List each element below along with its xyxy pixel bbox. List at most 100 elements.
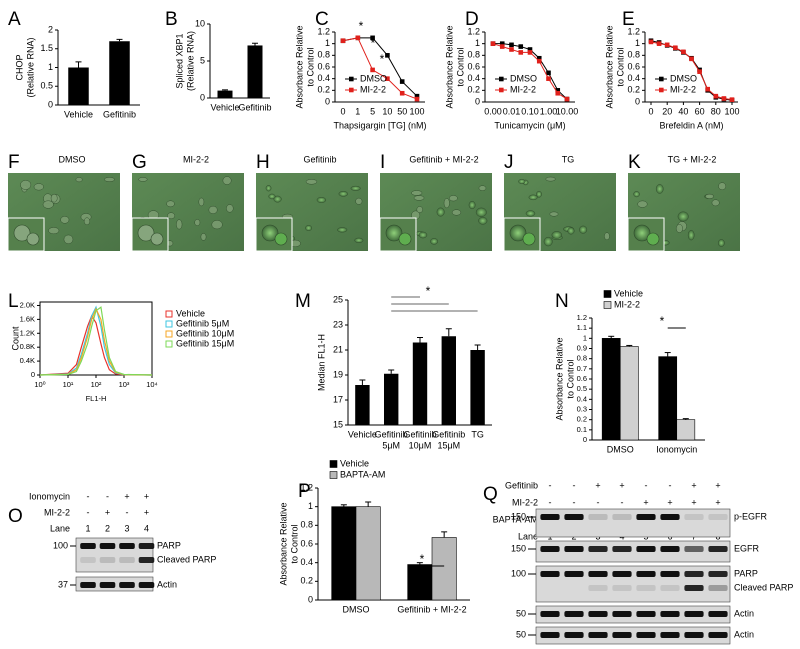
x-tick-label: 20 (662, 106, 672, 116)
band (80, 557, 96, 563)
point (536, 58, 542, 64)
cell (443, 198, 450, 209)
y-tick-label: 0.9 (577, 343, 587, 352)
significance-mark: * (371, 36, 376, 50)
cell (411, 190, 423, 196)
bar (109, 41, 130, 105)
y-axis-label: Spliced XBP1 (174, 33, 184, 88)
y-tick-label: 2.0K (20, 300, 35, 309)
band-label: Actin (734, 608, 754, 618)
inset-cell (13, 224, 31, 242)
legend-swatch (165, 330, 173, 338)
y-tick-label: 1.2 (577, 313, 587, 322)
lane-label: Lane (518, 531, 538, 541)
point (509, 47, 514, 52)
band (588, 611, 608, 617)
cell (451, 209, 462, 216)
inset-cell (261, 224, 279, 242)
bar (331, 506, 357, 601)
band (636, 514, 656, 520)
y-tick-label: 0.8K (20, 342, 35, 351)
point (518, 50, 524, 55)
cell (305, 225, 313, 232)
y-tick-label: 0.2 (627, 85, 640, 95)
y-tick-label: 0 (475, 96, 480, 106)
treatment-sign: + (715, 480, 720, 490)
cell (20, 179, 32, 190)
y-tick-label: 0.8 (467, 50, 480, 60)
point (664, 42, 670, 48)
bar (68, 67, 89, 105)
y-tick-label: 0.4 (467, 73, 480, 83)
y-axis-label: Absorbance Relative (604, 25, 614, 108)
point (673, 45, 678, 51)
point (689, 56, 694, 62)
point (564, 96, 570, 102)
cell (83, 217, 91, 226)
point (555, 90, 561, 96)
band (660, 514, 680, 520)
y-axis-label: to Control (305, 47, 315, 86)
band (612, 585, 632, 591)
point (729, 97, 735, 102)
inset-cell (509, 224, 527, 242)
panel-letter: O (8, 506, 23, 527)
inset-cell (522, 232, 536, 246)
panel-letter: G (132, 152, 147, 173)
cell (468, 200, 476, 210)
point (499, 41, 505, 46)
y-tick-label: 0.8 (577, 354, 587, 363)
cell (226, 204, 234, 213)
panel-letter: J (504, 152, 514, 173)
treatment-sign: + (144, 491, 149, 501)
cell (418, 231, 428, 239)
cell (518, 178, 526, 185)
treatment-sign: + (691, 497, 696, 507)
legend-label: DMSO (360, 73, 387, 83)
y-tick-label: 1.2K (20, 328, 35, 337)
y-axis-label: CHOP (14, 54, 24, 80)
cell (316, 196, 327, 203)
band (612, 546, 632, 552)
point (555, 88, 561, 93)
x-tick-label: 100 (409, 106, 424, 116)
y-tick-label: 10 (195, 18, 205, 28)
point (518, 44, 524, 49)
band (708, 611, 728, 617)
y-tick-label: 1.1 (577, 323, 587, 332)
cell (198, 197, 205, 207)
x-tick-label: 10⁴ (146, 380, 158, 389)
band (708, 632, 728, 638)
cell (718, 182, 727, 191)
legend-label: MI-2-2 (614, 299, 640, 309)
cell (60, 216, 70, 224)
y-tick-label: 2 (48, 24, 53, 34)
series-line (39, 307, 153, 376)
y-tick-label: 1.2 (627, 26, 640, 36)
blot-strip (535, 540, 731, 563)
cell (675, 224, 683, 233)
point (414, 93, 420, 99)
band-label: Actin (734, 629, 754, 639)
significance-mark: * (359, 19, 364, 33)
bar (384, 373, 399, 425)
cell (104, 177, 115, 182)
band-label: EGFR (734, 543, 760, 553)
band-label: p-EGFR (734, 511, 768, 521)
y-tick-label: 0.6 (577, 374, 587, 383)
cell (567, 227, 575, 235)
treatment-label: BAPTA-AM (493, 514, 538, 524)
image-label: DMSO (59, 154, 86, 164)
cell (478, 216, 488, 225)
significance-mark: * (380, 52, 385, 66)
y-tick-label: 1 (635, 38, 640, 48)
x-tick-label: 100 (724, 106, 739, 116)
cell (430, 238, 439, 245)
band (138, 557, 155, 563)
x-tick-label: Gefitinib (403, 429, 436, 439)
y-tick-label: 0.5 (577, 384, 587, 393)
bar (355, 385, 370, 425)
y-tick-label: 1.2 (467, 26, 480, 36)
treatment-sign: - (645, 480, 648, 490)
y-axis-label: to Control (289, 524, 299, 563)
